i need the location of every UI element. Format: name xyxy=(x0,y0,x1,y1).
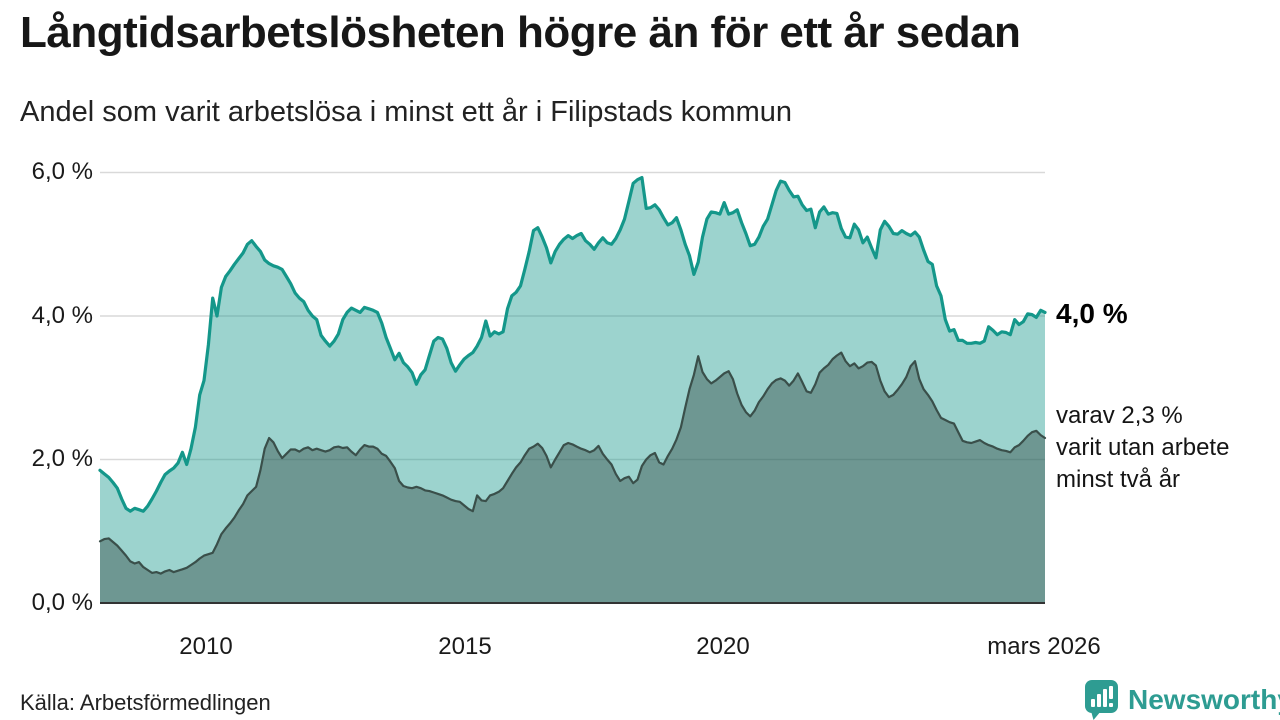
newsworthy-logo-icon xyxy=(1085,680,1118,720)
annotation-line-2: varit utan arbete xyxy=(1056,434,1230,461)
series-end-label-two-years: varav 2,3 % varit utan arbete minst två … xyxy=(1056,400,1229,496)
annotation-line-1: varav 2,3 % xyxy=(1056,402,1183,429)
series-end-label-one-year: 4,0 % xyxy=(1056,298,1128,329)
source-caption: Källa: Arbetsförmedlingen xyxy=(20,690,271,715)
x-axis-tick-2015: 2015 xyxy=(438,633,492,660)
x-axis-tick-2010: 2010 xyxy=(179,633,233,660)
x-axis-tick-2020: 2020 xyxy=(696,633,750,660)
one-year-area xyxy=(100,177,1045,603)
annotation-line-3: minst två år xyxy=(1056,466,1181,493)
two-year-line xyxy=(98,351,1047,575)
chart-subtitle: Andel som varit arbetslösa i minst ett å… xyxy=(20,96,792,128)
y-axis-tick-2: 2,0 % xyxy=(31,445,93,472)
y-axis-tick-4: 4,0 % xyxy=(31,302,93,329)
chart-title: Långtidsarbetslösheten högre än för ett … xyxy=(20,8,1021,57)
two-year-area xyxy=(100,352,1045,603)
y-axis-tick-0: 0,0 % xyxy=(31,589,93,616)
y-axis-tick-6: 6,0 % xyxy=(31,158,93,185)
x-axis-tick-mars-2026: mars 2026 xyxy=(987,633,1101,660)
one-year-line xyxy=(98,175,1047,513)
newsworthy-logo-text: Newsworthy xyxy=(1128,684,1280,715)
